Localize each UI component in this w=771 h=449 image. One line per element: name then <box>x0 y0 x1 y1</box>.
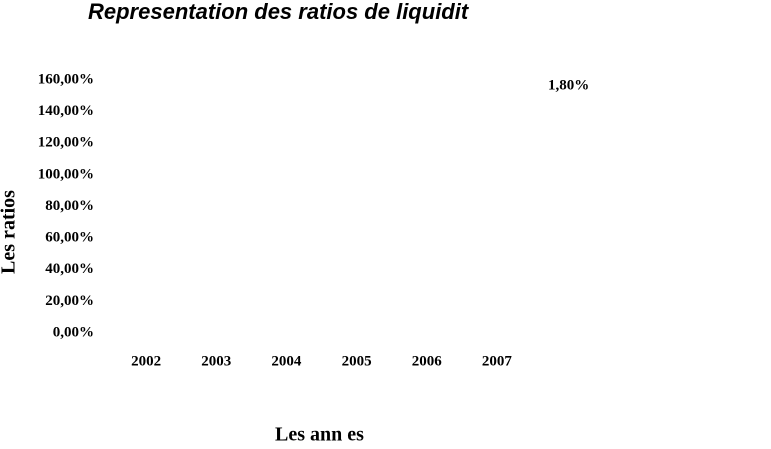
y-tick-label: 160,00% <box>38 71 94 87</box>
x-tick-label: 2003 <box>201 353 231 369</box>
y-tick-label: 100,00% <box>38 166 94 182</box>
x-tick-label: 2004 <box>271 353 302 369</box>
x-axis-label: Les ann es <box>275 424 364 446</box>
x-tick-label: 2007 <box>482 353 513 369</box>
chart-title: Representation des ratios de liquidit <box>88 0 470 24</box>
x-tick-label: 2005 <box>342 353 372 369</box>
y-tick-label: 140,00% <box>38 103 94 119</box>
x-tick-label: 2002 <box>131 353 161 369</box>
y-tick-label: 40,00% <box>45 261 94 277</box>
y-tick-label: 120,00% <box>38 135 94 151</box>
x-tick-label: 2006 <box>412 353 443 369</box>
y-tick-label: 0,00% <box>53 324 94 340</box>
y-axis-label: Les ratios <box>0 190 20 274</box>
y-tick-label: 60,00% <box>45 230 94 246</box>
y-tick-label: 80,00% <box>45 198 94 214</box>
y-tick-label: 20,00% <box>45 293 94 309</box>
annotation: 1,80% <box>548 77 589 93</box>
